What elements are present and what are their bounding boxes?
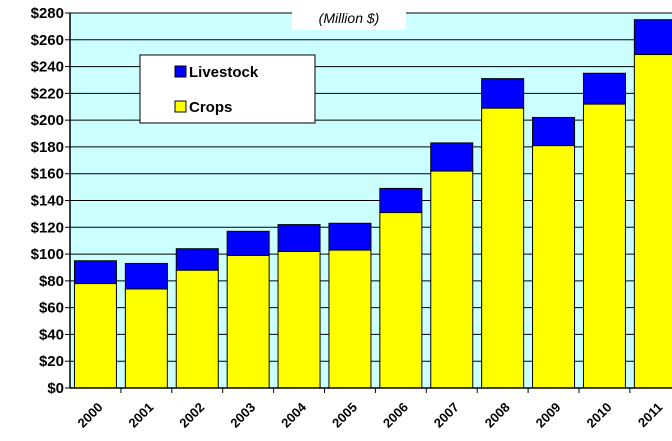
x-tick-label: 2011 — [635, 400, 666, 431]
legend-swatch-livestock — [174, 65, 187, 78]
y-tick-label: $180 — [31, 139, 64, 156]
x-tick-label: 2002 — [176, 400, 207, 431]
bars — [73, 19, 672, 389]
x-axis-ticks: 2000 2001 2002 2003 2004 2005 2006 2007 2008 2009… — [75, 388, 666, 431]
x-tick-label: 2008 — [482, 400, 513, 431]
y-tick-label: $280 — [31, 5, 64, 22]
y-tick-label: $60 — [39, 300, 64, 317]
bar-livestock-2006 — [379, 187, 423, 214]
y-tick-label: $20 — [39, 353, 64, 370]
y-tick-label: $80 — [39, 273, 64, 290]
x-tick-label: 2005 — [329, 400, 360, 431]
x-tick-label: 2004 — [278, 399, 310, 431]
y-tick-label: $140 — [31, 193, 64, 210]
y-tick-label: $260 — [31, 32, 64, 49]
bar-livestock-2002 — [175, 248, 219, 271]
x-tick-label: 2001 — [125, 400, 156, 431]
bar-crops-2005 — [328, 249, 372, 389]
subtitle-box: (Million $) — [292, 6, 406, 30]
legend-swatch-crops — [174, 100, 187, 113]
y-tick-label: $100 — [31, 246, 64, 263]
bar-crops-2008 — [481, 107, 525, 389]
x-tick-label: 2010 — [584, 400, 615, 431]
y-tick-label: $200 — [31, 112, 64, 129]
bar-crops-2010 — [582, 103, 626, 389]
y-tick-label: $40 — [39, 326, 64, 343]
bar-crops-2003 — [226, 254, 270, 389]
bar-livestock-2011 — [633, 19, 672, 56]
y-tick-label: $120 — [31, 219, 64, 236]
bar-livestock-2001 — [124, 262, 168, 290]
bar-crops-2001 — [124, 288, 168, 389]
bar-livestock-2009 — [532, 116, 576, 147]
bar-crops-2011 — [633, 54, 672, 389]
bar-livestock-2005 — [328, 222, 372, 251]
bar-crops-2002 — [175, 269, 219, 389]
bar-crops-2009 — [532, 145, 576, 389]
bar-livestock-2003 — [226, 230, 270, 256]
x-tick-label: 2003 — [227, 400, 258, 431]
x-tick-label: 2000 — [75, 400, 106, 431]
bar-livestock-2000 — [73, 260, 117, 285]
legend: Livestock Crops — [139, 54, 316, 124]
x-tick-label: 2007 — [431, 400, 462, 431]
y-tick-label: $220 — [31, 85, 64, 102]
bar-crops-2004 — [277, 250, 321, 389]
legend-label-crops: Crops — [189, 99, 232, 116]
y-tick-label: $160 — [31, 166, 64, 183]
bar-crops-2006 — [379, 212, 423, 389]
y-axis-ticks: $0 $20 $40 $60 $80 $100 $120 $140 $160 $180 $200 $2… — [31, 5, 70, 397]
legend-label-livestock: Livestock — [189, 64, 259, 81]
x-tick-label: 2006 — [380, 400, 411, 431]
bar-livestock-2008 — [481, 78, 525, 109]
x-tick-label: 2009 — [533, 400, 564, 431]
bar-crops-2000 — [73, 283, 117, 389]
bar-livestock-2010 — [582, 72, 626, 105]
y-tick-label: $240 — [31, 59, 64, 76]
bar-livestock-2004 — [277, 224, 321, 252]
bar-crops-2007 — [430, 170, 474, 389]
bar-livestock-2007 — [430, 142, 474, 172]
y-tick-label: $0 — [47, 380, 64, 397]
chart-subtitle: (Million $) — [319, 10, 380, 26]
